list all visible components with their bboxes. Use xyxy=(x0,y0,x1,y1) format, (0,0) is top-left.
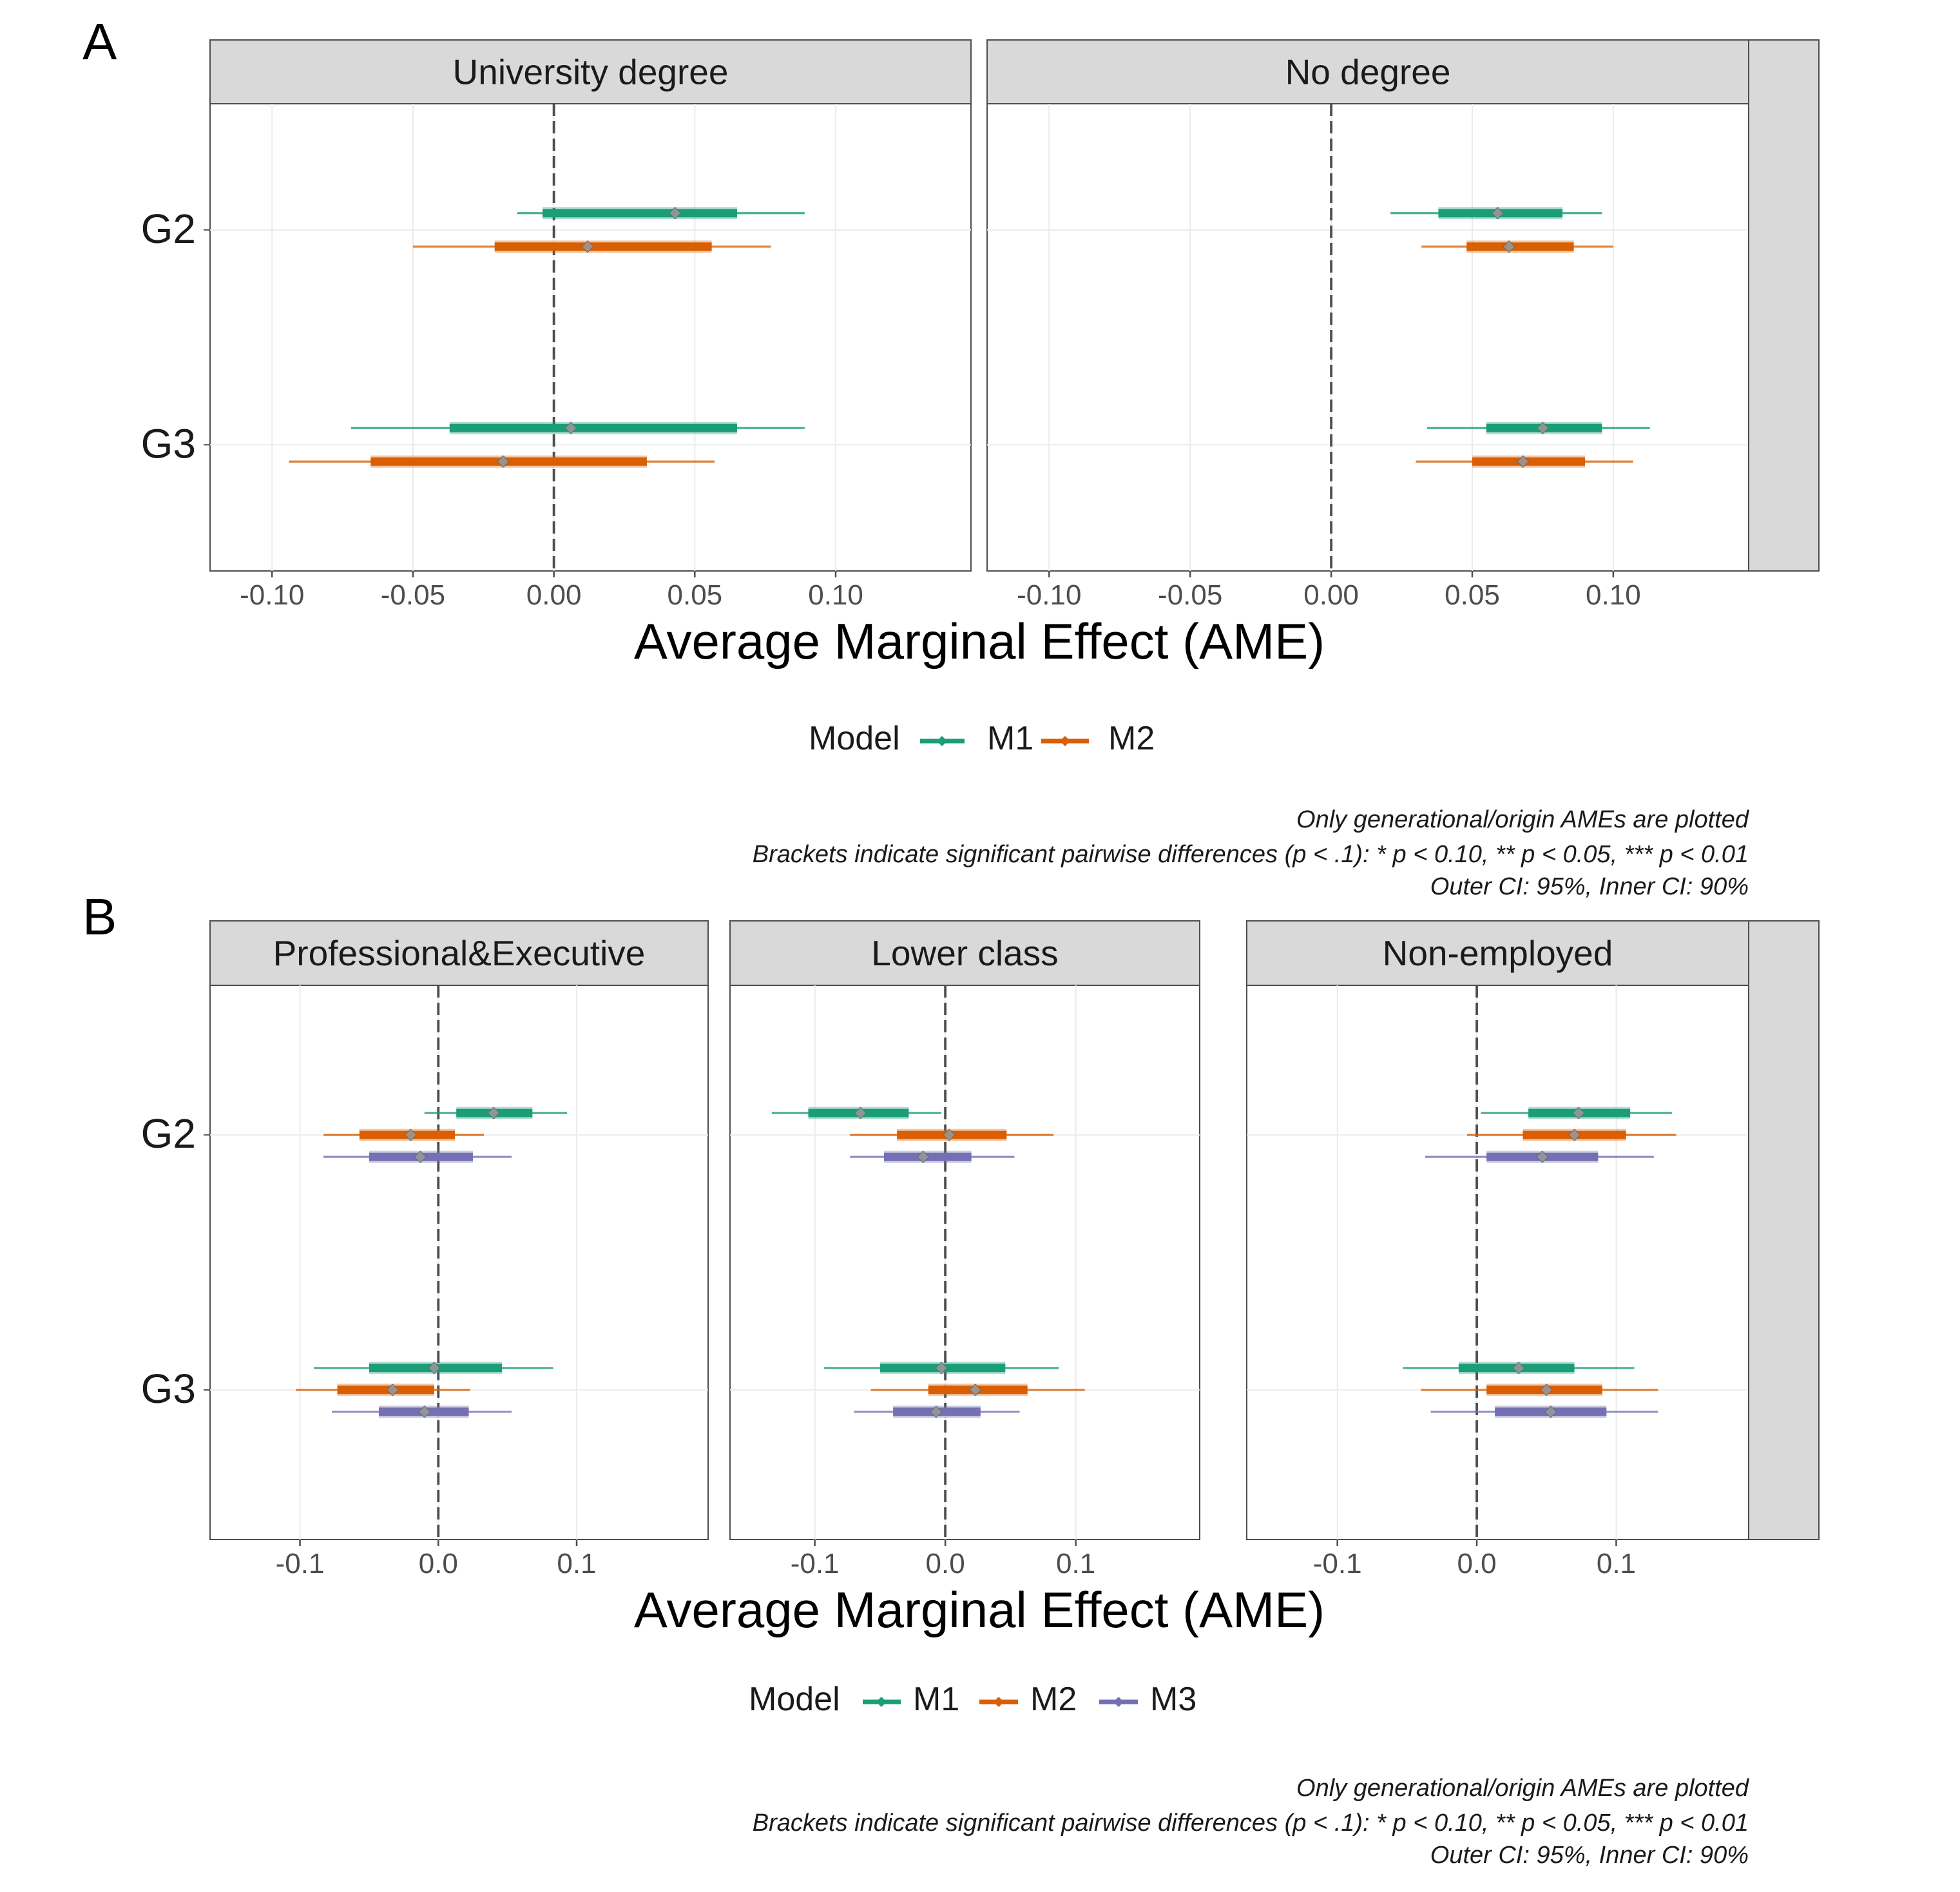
svg-text:0.00: 0.00 xyxy=(526,579,582,611)
svg-text:No degree: No degree xyxy=(1285,52,1451,92)
svg-text:G2: G2 xyxy=(141,1110,196,1157)
svg-text:B: B xyxy=(82,888,117,945)
svg-text:Only generational/origin AMEs: Only generational/origin AMEs are plotte… xyxy=(1296,1775,1750,1802)
svg-text:M1: M1 xyxy=(913,1681,959,1718)
svg-text:M2: M2 xyxy=(1030,1681,1077,1718)
svg-text:-0.10: -0.10 xyxy=(240,579,304,611)
svg-text:0.0: 0.0 xyxy=(1457,1548,1496,1579)
svg-text:M2: M2 xyxy=(1108,720,1155,757)
svg-text:0.0: 0.0 xyxy=(926,1548,965,1579)
svg-text:0.1: 0.1 xyxy=(1597,1548,1636,1579)
svg-text:-0.10: -0.10 xyxy=(1017,579,1081,611)
svg-text:Lower class: Lower class xyxy=(871,933,1058,973)
svg-text:Non-employed: Non-employed xyxy=(1383,933,1613,973)
svg-text:University degree: University degree xyxy=(453,52,729,92)
svg-text:G2: G2 xyxy=(141,206,196,252)
svg-text:-0.1: -0.1 xyxy=(276,1548,325,1579)
svg-text:0.10: 0.10 xyxy=(1586,579,1641,611)
svg-text:M1: M1 xyxy=(987,720,1033,757)
svg-text:-0.1: -0.1 xyxy=(791,1548,840,1579)
svg-text:A: A xyxy=(82,13,117,70)
svg-text:Brackets indicate significant: Brackets indicate significant pairwise d… xyxy=(753,1810,1749,1837)
svg-text:0.1: 0.1 xyxy=(1056,1548,1095,1579)
svg-text:M3: M3 xyxy=(1150,1681,1196,1718)
svg-text:Outer CI: 95%, Inner CI: 90%: Outer CI: 95%, Inner CI: 90% xyxy=(1430,873,1749,900)
svg-text:Only generational/origin AMEs: Only generational/origin AMEs are plotte… xyxy=(1296,806,1750,833)
svg-text:0.0: 0.0 xyxy=(419,1548,458,1579)
svg-text:-0.05: -0.05 xyxy=(381,579,445,611)
svg-text:Outer CI: 95%, Inner CI: 90%: Outer CI: 95%, Inner CI: 90% xyxy=(1430,1842,1749,1869)
svg-text:-0.05: -0.05 xyxy=(1158,579,1222,611)
svg-text:0.05: 0.05 xyxy=(668,579,723,611)
svg-text:Model: Model xyxy=(749,1681,840,1718)
svg-text:Model: Model xyxy=(809,720,900,757)
svg-text:Professional&Executive: Professional&Executive xyxy=(273,933,646,973)
svg-text:0.10: 0.10 xyxy=(808,579,863,611)
svg-text:Average Marginal Effect (AME): Average Marginal Effect (AME) xyxy=(634,1581,1325,1638)
svg-text:0.00: 0.00 xyxy=(1303,579,1359,611)
svg-text:G3: G3 xyxy=(141,420,196,467)
svg-text:-0.1: -0.1 xyxy=(1313,1548,1362,1579)
svg-text:0.05: 0.05 xyxy=(1445,579,1500,611)
svg-text:Average Marginal Effect (AME): Average Marginal Effect (AME) xyxy=(634,613,1325,670)
svg-text:0.1: 0.1 xyxy=(557,1548,596,1579)
svg-text:Brackets indicate significant: Brackets indicate significant pairwise d… xyxy=(753,841,1749,868)
svg-text:G3: G3 xyxy=(141,1366,196,1412)
